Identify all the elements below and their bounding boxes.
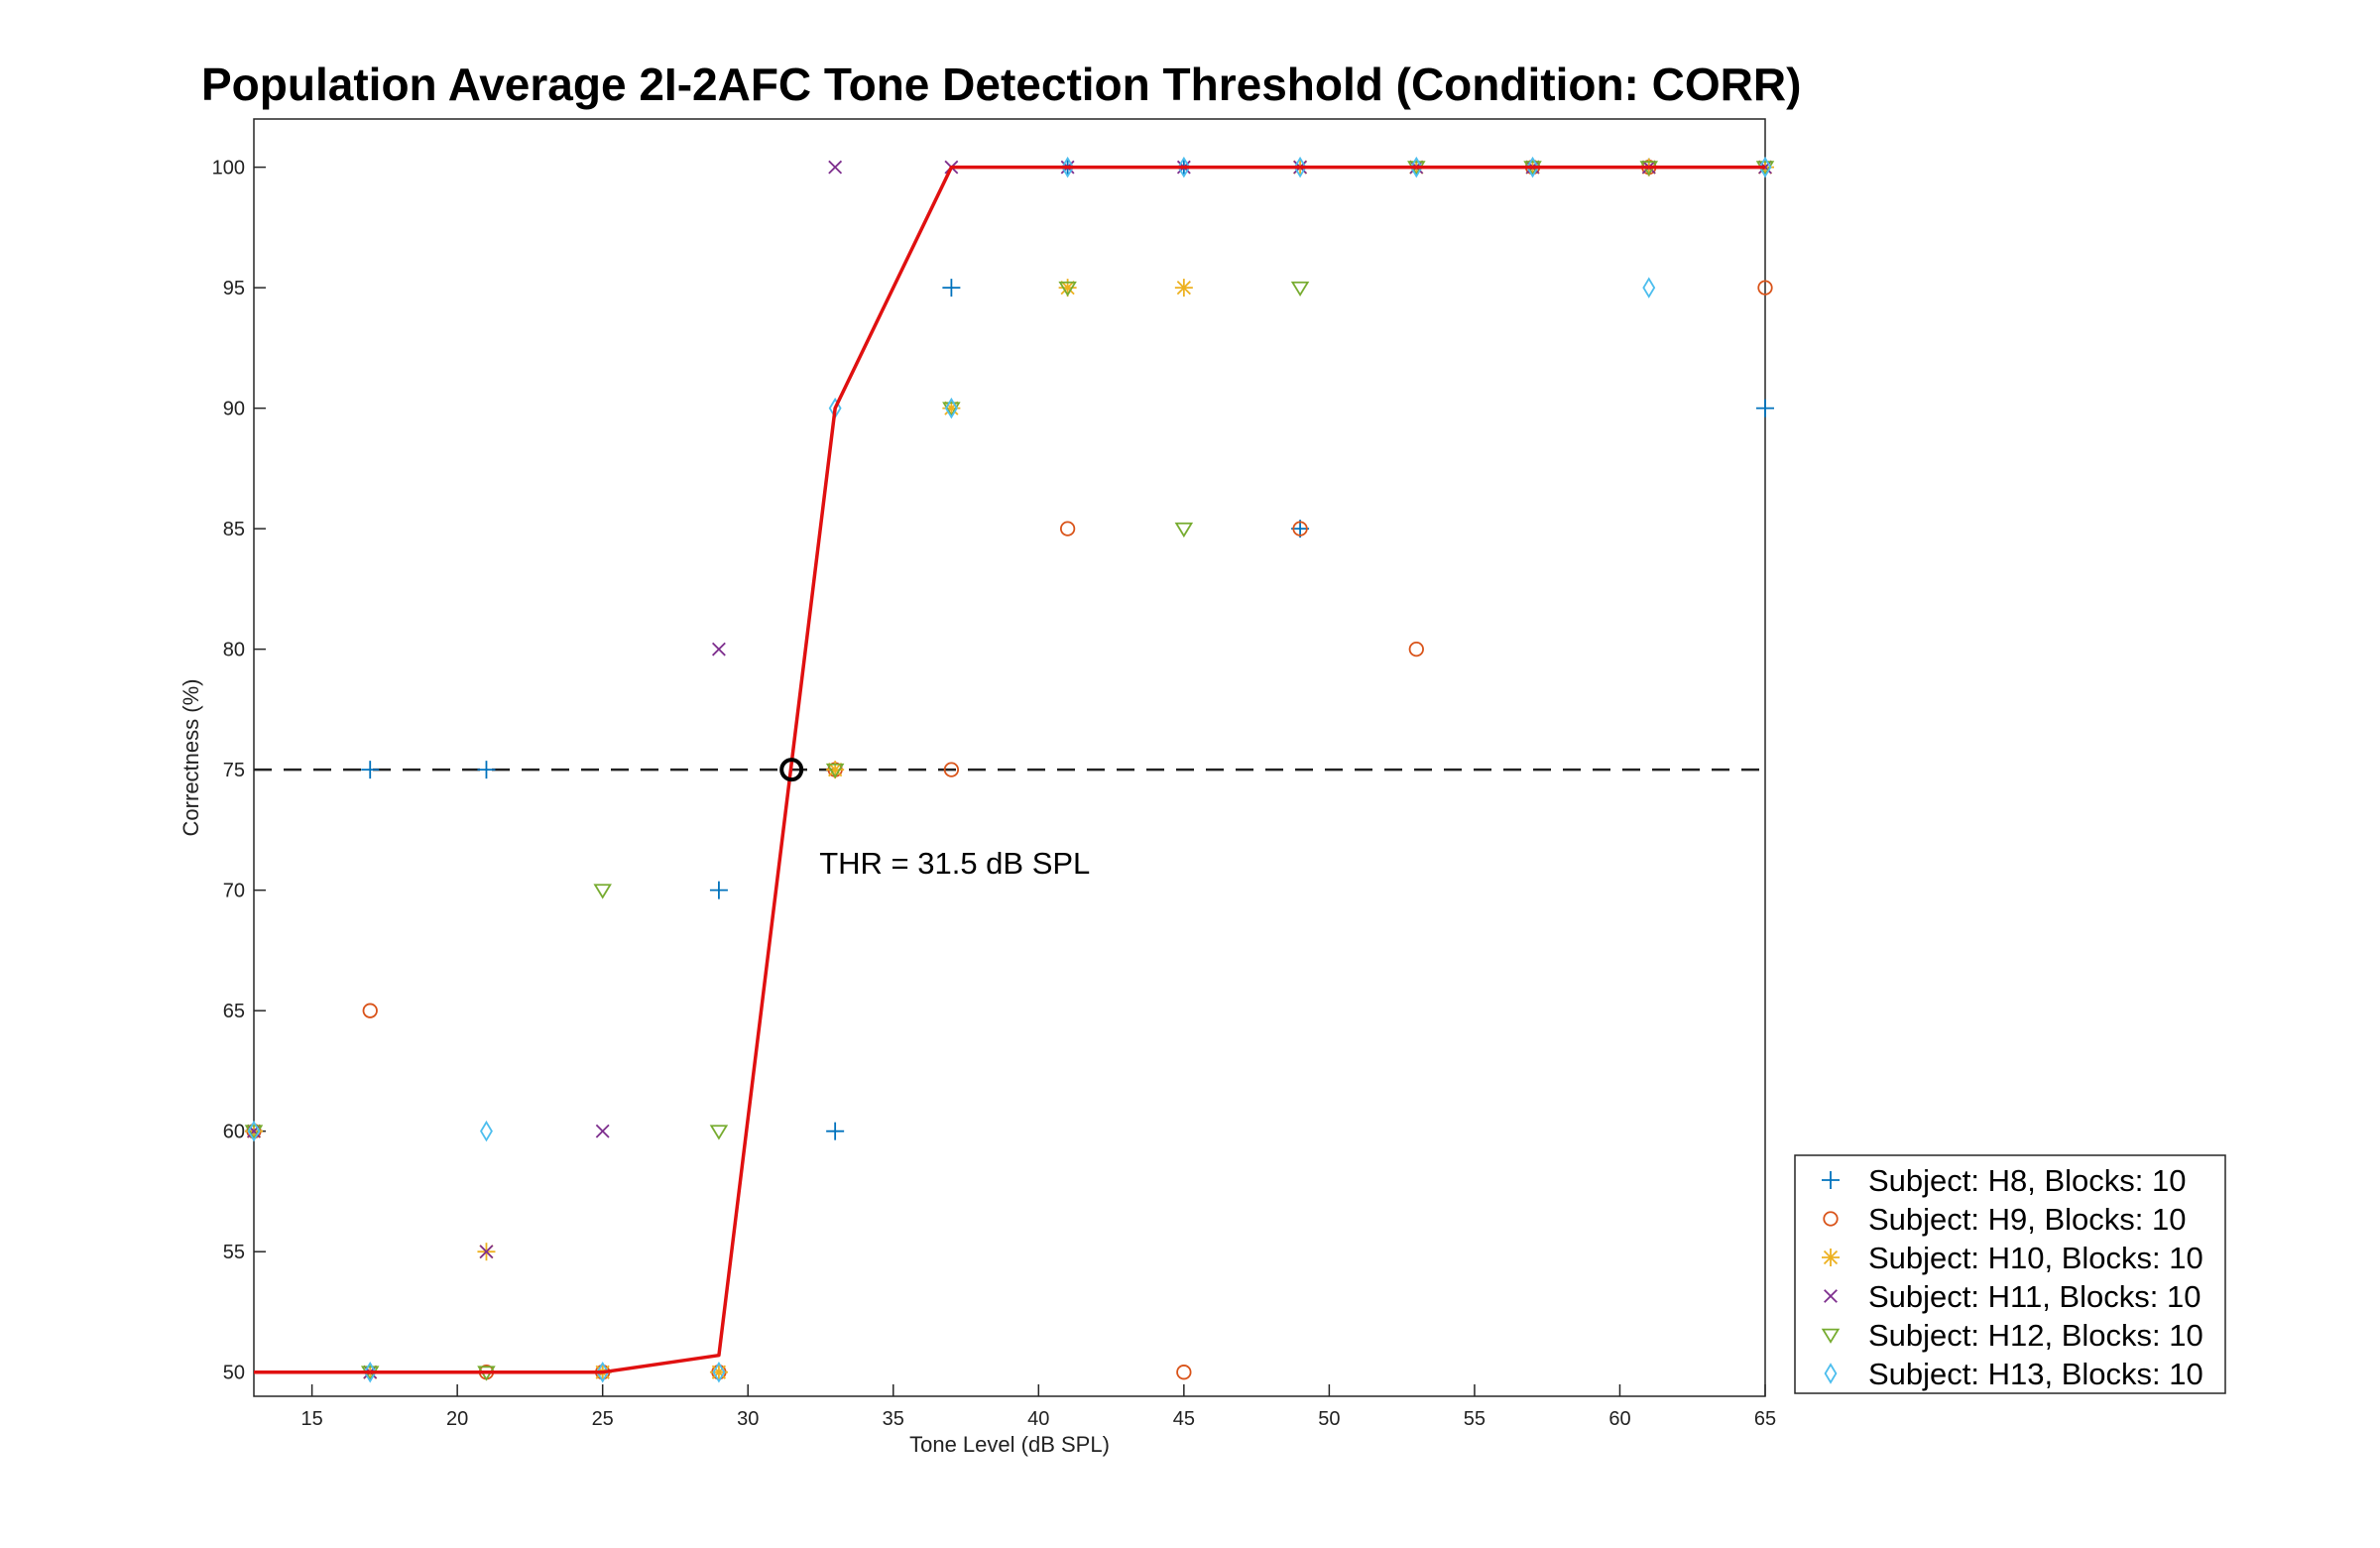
marker-s5 bbox=[709, 1125, 729, 1140]
legend-entry: Subject: H8, Blocks: 10 bbox=[1868, 1163, 2187, 1198]
marker-s5 bbox=[1058, 281, 1077, 298]
marker-s6 bbox=[1177, 156, 1191, 179]
threshold-point bbox=[779, 758, 804, 782]
marker-s4 bbox=[479, 1245, 494, 1259]
fit-curve bbox=[254, 165, 1765, 1374]
marker-s1 bbox=[477, 761, 496, 779]
x-tick-label: 30 bbox=[737, 1408, 759, 1430]
x-tick-label: 15 bbox=[300, 1408, 322, 1430]
y-axis-ticks: 50 55 60 65 70 75 80 85 90 95 100 bbox=[212, 158, 266, 1384]
marker-s4 bbox=[711, 642, 726, 656]
marker-s6 bbox=[363, 1361, 377, 1383]
legend-marker bbox=[1823, 1211, 1839, 1227]
marker-s4 bbox=[247, 1124, 261, 1138]
marker-s4 bbox=[595, 1124, 610, 1138]
x-tick-label: 65 bbox=[1754, 1408, 1776, 1430]
marker-s6 bbox=[480, 1120, 493, 1142]
legend-marker bbox=[1821, 1328, 1841, 1344]
marker-s2 bbox=[1292, 521, 1308, 536]
marker-s1 bbox=[826, 1122, 845, 1140]
marker-s6 bbox=[1061, 156, 1075, 179]
y-tick-label: 55 bbox=[223, 1242, 245, 1263]
legend-marker bbox=[1822, 1249, 1840, 1266]
marker-s5 bbox=[1290, 281, 1310, 298]
legend-marker bbox=[1822, 1171, 1840, 1189]
x-tick-label: 55 bbox=[1464, 1408, 1486, 1430]
legend: Subject: H8, Blocks: 10 Subject: H9, Bloc… bbox=[1794, 1154, 2226, 1394]
x-tick-label: 45 bbox=[1173, 1408, 1195, 1430]
y-tick-label: 80 bbox=[223, 640, 245, 661]
marker-s2 bbox=[943, 762, 960, 777]
marker-s6 bbox=[1293, 156, 1307, 179]
data-markers bbox=[244, 156, 1775, 1383]
x-tick-label: 35 bbox=[883, 1408, 904, 1430]
plot-area bbox=[253, 118, 1766, 1397]
x-tick-label: 20 bbox=[446, 1408, 468, 1430]
legend-entry: Subject: H11, Blocks: 10 bbox=[1868, 1279, 2201, 1314]
marker-s2 bbox=[1176, 1365, 1192, 1380]
y-tick-label: 95 bbox=[223, 278, 245, 299]
marker-s2 bbox=[1757, 280, 1773, 296]
marker-s1 bbox=[361, 761, 380, 779]
x-tick-label: 40 bbox=[1027, 1408, 1049, 1430]
marker-s6 bbox=[596, 1361, 610, 1383]
marker-s3 bbox=[826, 761, 845, 779]
y-tick-label: 85 bbox=[223, 519, 245, 540]
marker-s2 bbox=[1408, 641, 1424, 657]
marker-s6 bbox=[1758, 156, 1772, 179]
chart-title: Population Average 2I-2AFC Tone Detectio… bbox=[201, 59, 1801, 110]
marker-s6 bbox=[247, 1120, 261, 1142]
x-tick-label: 60 bbox=[1608, 1408, 1630, 1430]
marker-s6 bbox=[1642, 277, 1656, 298]
marker-s5 bbox=[593, 884, 612, 899]
marker-s6 bbox=[944, 397, 958, 419]
y-tick-label: 100 bbox=[212, 158, 245, 179]
legend-entry: Subject: H10, Blocks: 10 bbox=[1868, 1241, 2203, 1275]
marker-s2 bbox=[1059, 521, 1076, 536]
x-tick-label: 50 bbox=[1318, 1408, 1340, 1430]
marker-s2 bbox=[362, 1003, 378, 1018]
legend-box bbox=[1794, 1154, 2226, 1394]
marker-s6 bbox=[1526, 156, 1539, 179]
y-tick-label: 75 bbox=[223, 760, 245, 781]
legend-entry: Subject: H9, Blocks: 10 bbox=[1868, 1202, 2187, 1237]
marker-s3 bbox=[1174, 279, 1193, 298]
marker-s6 bbox=[712, 1361, 726, 1383]
marker-s1 bbox=[942, 279, 961, 298]
legend-entry: Subject: H13, Blocks: 10 bbox=[1868, 1357, 2203, 1391]
threshold-label: THR = 31.5 dB SPL bbox=[819, 846, 1090, 881]
y-tick-label: 50 bbox=[223, 1363, 245, 1384]
y-tick-label: 65 bbox=[223, 1001, 245, 1022]
marker-s5 bbox=[1174, 522, 1194, 538]
legend-marker bbox=[1824, 1363, 1838, 1384]
y-tick-label: 90 bbox=[223, 399, 245, 420]
marker-s5 bbox=[825, 763, 845, 779]
y-tick-label: 60 bbox=[223, 1122, 245, 1143]
marker-s4 bbox=[828, 160, 843, 175]
x-axis-label: Tone Level (dB SPL) bbox=[909, 1432, 1110, 1457]
marker-s1 bbox=[1756, 399, 1774, 417]
marker-s1 bbox=[709, 881, 728, 899]
legend-marker bbox=[1824, 1289, 1838, 1303]
legend-entry: Subject: H12, Blocks: 10 bbox=[1868, 1318, 2203, 1353]
y-axis-label: Correctness (%) bbox=[178, 679, 203, 837]
x-axis-ticks: 15 20 25 30 35 40 45 50 55 60 65 bbox=[300, 1384, 1776, 1430]
x-tick-label: 25 bbox=[592, 1408, 614, 1430]
y-tick-label: 70 bbox=[223, 881, 245, 902]
marker-s6 bbox=[1409, 156, 1423, 179]
